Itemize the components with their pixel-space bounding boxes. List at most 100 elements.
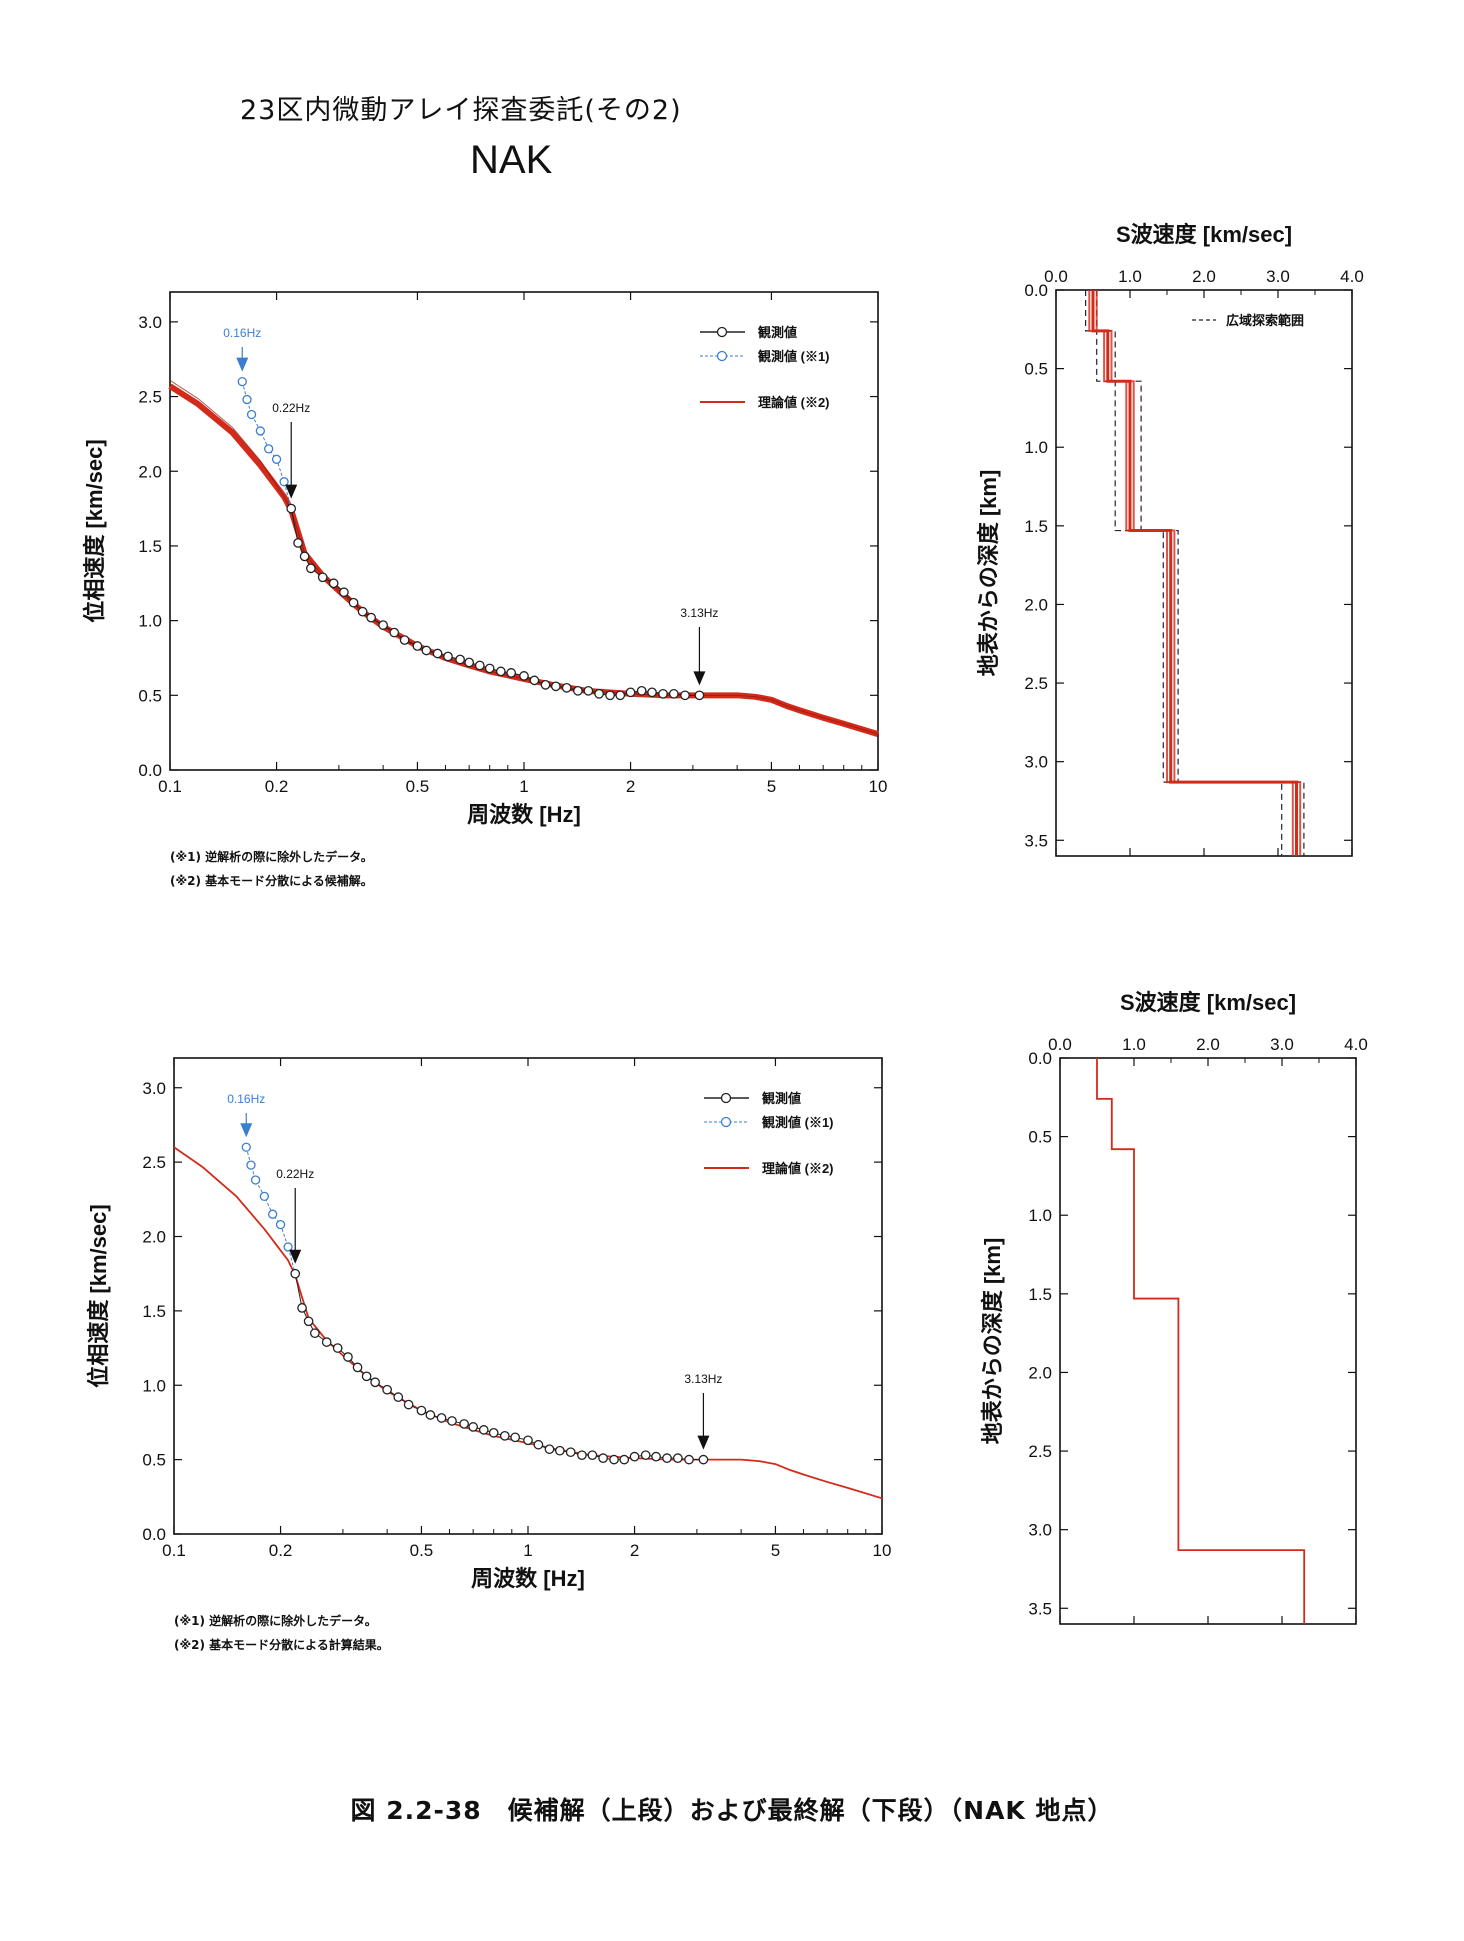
disp0-observed-point <box>594 688 604 699</box>
disp0-observed-point <box>529 675 540 686</box>
disp0-observed-point <box>636 685 647 696</box>
disp0-ytick-label: 2.0 <box>138 462 162 481</box>
disp1-observed-point <box>684 1454 694 1465</box>
disp0-xtick-label: 0.5 <box>406 777 430 796</box>
disp1-ytick-label: 1.5 <box>142 1302 166 1321</box>
disp1-legend-marker-excluded <box>720 1116 732 1128</box>
disp0-excluded-point <box>271 454 282 464</box>
prof1-ytick-label: 3.0 <box>1028 1521 1052 1540</box>
disp0-observed-point <box>357 606 368 617</box>
prof1-profile-line <box>1096 1058 1306 1624</box>
disp1-ytick-label: 2.0 <box>142 1228 166 1247</box>
disp0-annotation-arrowhead <box>693 671 706 686</box>
disp1-legend-marker-observed <box>720 1092 732 1104</box>
prof1-ytick-label: 2.0 <box>1028 1363 1052 1382</box>
prof1-ytick-label: 2.5 <box>1028 1442 1052 1461</box>
disp1-ytick-label: 2.5 <box>142 1153 166 1172</box>
disp1-observed-point <box>651 1451 661 1462</box>
disp1-xtick-label: 0.1 <box>162 1541 186 1560</box>
disp0-observed-line <box>290 508 700 696</box>
disp0-legend-marker-observed <box>716 326 728 338</box>
disp0-observed-point <box>378 620 388 630</box>
disp0-observed-point <box>680 690 690 701</box>
prof0-ytick-label: 2.0 <box>1024 595 1048 614</box>
disp1-observed-point <box>640 1450 651 1461</box>
disp1-observed-point <box>565 1447 576 1458</box>
disp1-xtick-label: 0.2 <box>269 1541 293 1560</box>
disp0-observed-point <box>348 597 359 608</box>
prof1-ytick-label: 3.5 <box>1028 1599 1052 1618</box>
disp1-xlabel: 周波数 [Hz] <box>471 1566 585 1591</box>
disp1-observed-point <box>544 1444 555 1455</box>
disp0-observed-point <box>573 685 583 696</box>
disp1-observed-line <box>294 1273 704 1461</box>
disp1-xtick-label: 1 <box>523 1541 532 1560</box>
disp1-observed-point <box>403 1399 414 1410</box>
disp1-observed-point <box>619 1454 630 1465</box>
disp0-observed-point <box>484 663 495 674</box>
disp1-annotation-label: 0.16Hz <box>227 1092 265 1106</box>
disp0-legend-label: 観測値 (※1) <box>757 349 830 364</box>
disp0-annotation-arrowhead <box>285 484 298 499</box>
disp0-excluded-point <box>264 444 274 454</box>
prof1-xtick-label: 3.0 <box>1270 1035 1294 1054</box>
disp0-observed-point <box>550 681 561 692</box>
prof0-range-min-line <box>1084 290 1283 856</box>
disp0-observed-point <box>339 587 349 598</box>
disp1-xtick-label: 0.5 <box>410 1541 434 1560</box>
disp0-observed-point <box>412 641 423 651</box>
disp1-observed-point <box>310 1328 320 1339</box>
disp1-observed-point <box>598 1453 608 1463</box>
disp1-theory-line <box>173 1146 883 1500</box>
prof0-profile-line <box>1091 290 1298 856</box>
prof0-xtick-label: 2.0 <box>1192 267 1216 286</box>
disp0-observed-point <box>421 645 432 656</box>
disp0-observed-point <box>615 690 626 701</box>
disp0-observed-point <box>389 627 400 638</box>
disp0-excluded-point <box>246 409 257 420</box>
disp0-observed-point <box>506 668 517 678</box>
disp1-observed-point <box>554 1445 565 1456</box>
disp0-legend-label: 観測値 <box>757 325 797 340</box>
disp0-ytick-label: 1.0 <box>138 612 162 631</box>
disp0-observed-point <box>495 666 506 677</box>
disp0-excluded-point <box>237 376 247 387</box>
disp0-legend-label: 理論値 (※2) <box>758 395 830 410</box>
site-name: NAK <box>470 138 553 182</box>
prof1-ytick-label: 1.0 <box>1028 1206 1052 1225</box>
disp1-observed-point <box>303 1316 314 1327</box>
disp1-observed-point <box>425 1410 436 1420</box>
disp0-observed-point <box>474 660 485 671</box>
disp0-observed-point <box>605 690 615 701</box>
disp0-observed-point <box>299 551 310 562</box>
disp0-observed-point <box>668 688 679 699</box>
prof0-ytick-label: 0.0 <box>1024 281 1048 300</box>
disp1-ytick-label: 1.0 <box>142 1376 166 1395</box>
disp1-xtick-label: 5 <box>771 1541 780 1560</box>
prof1-ytick-label: 0.5 <box>1028 1128 1052 1147</box>
disp1-excluded-point <box>283 1242 293 1252</box>
disp0-xtick-label: 5 <box>767 777 776 796</box>
note-theory-bottom: (※2) 基本モード分散による計算結果。 <box>174 1638 389 1652</box>
disp1-observed-point <box>290 1268 301 1279</box>
disp0-observed-point <box>625 687 636 698</box>
disp0-observed-point <box>647 687 657 698</box>
disp0-xtick-label: 10 <box>869 777 888 796</box>
disp1-legend-label: 観測値 (※1) <box>761 1115 834 1130</box>
prof0-profile-line-alt <box>1088 290 1294 856</box>
note-excluded-top: (※1) 逆解析の際に除外したデータ。 <box>170 850 373 864</box>
disp1-observed-point <box>321 1337 332 1347</box>
disp1-observed-point <box>478 1425 489 1435</box>
disp1-observed-point <box>499 1430 510 1441</box>
disp1-observed-point <box>447 1416 457 1426</box>
disp0-ytick-label: 3.0 <box>138 313 162 332</box>
disp1-observed-point <box>510 1432 521 1443</box>
disp1-observed-point <box>629 1451 640 1462</box>
disp0-observed-point <box>540 680 551 690</box>
disp1-observed-point <box>533 1439 544 1450</box>
disp1-ytick-label: 3.0 <box>142 1079 166 1098</box>
disp1-annotation-arrowhead <box>697 1435 710 1450</box>
disp1-excluded-point <box>246 1160 256 1170</box>
disp1-excluded-point <box>268 1209 278 1219</box>
